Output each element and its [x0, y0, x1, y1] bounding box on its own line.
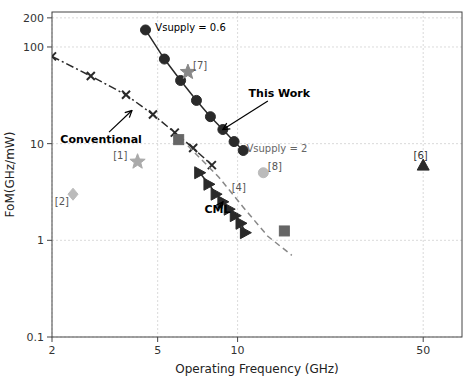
data-point	[258, 168, 268, 178]
annotation-arrow	[223, 101, 268, 130]
grid-line	[423, 12, 424, 337]
tick-mark	[423, 337, 424, 342]
tick-label: 200	[23, 12, 44, 25]
tick-mark	[47, 143, 52, 144]
tick-mark	[237, 337, 238, 342]
data-point	[204, 178, 215, 190]
series	[195, 167, 252, 239]
x-axis-label: Operating Frequency (GHz)	[175, 362, 339, 376]
data-point	[130, 154, 145, 168]
grid-line	[52, 46, 462, 47]
tick-label: 50	[416, 344, 430, 357]
background	[0, 0, 474, 381]
annotation: Conventional	[60, 133, 142, 146]
y-axis-label: FoM(GHz/mW)	[3, 132, 17, 218]
data-point	[122, 91, 130, 99]
data-point	[141, 25, 151, 35]
series	[174, 135, 184, 145]
annotation: CML	[204, 203, 230, 216]
grid-line	[52, 240, 462, 241]
plot-area	[52, 25, 429, 255]
tick-mark	[157, 337, 158, 342]
annotation: This Work	[249, 87, 311, 100]
series	[258, 168, 268, 178]
plot-frame	[52, 12, 462, 337]
tick-label: 2	[49, 344, 56, 357]
data-point	[159, 54, 169, 64]
series	[52, 52, 216, 169]
data-point	[229, 137, 239, 147]
tick-label: 10	[30, 138, 44, 151]
data-point	[149, 111, 157, 119]
annotation: [4]	[232, 182, 246, 193]
tick-label: 0.1	[27, 331, 45, 344]
annotation: [2]	[55, 196, 69, 207]
annotation: [8]	[268, 161, 282, 172]
tick-label: 10	[231, 344, 245, 357]
data-point	[279, 226, 289, 236]
grid	[52, 12, 462, 337]
series	[130, 154, 145, 168]
chart: 2 5 10 50 0.1 1 10 100 200 Operating Frequency (G…	[0, 0, 474, 381]
tick-mark	[47, 46, 52, 47]
annotation: [6]	[414, 150, 428, 161]
tick-label: 1	[37, 234, 44, 247]
tick-mark	[52, 337, 53, 342]
data-point	[68, 188, 78, 200]
data-point	[87, 72, 95, 80]
annotations: Vsupply = 0.6 Vsupply = 2 This Work Convent…	[55, 22, 428, 216]
series-line	[188, 146, 292, 256]
data-point	[240, 227, 251, 239]
data-point	[191, 95, 201, 105]
tick-mark	[47, 337, 52, 338]
annotation: Vsupply = 2	[246, 143, 307, 154]
annotation: Vsupply = 0.6	[155, 22, 225, 33]
data-point	[205, 112, 215, 122]
data-point	[174, 135, 184, 145]
annotation: [7]	[193, 60, 207, 71]
series	[188, 146, 292, 256]
grid-line	[237, 12, 238, 337]
tick-mark	[47, 240, 52, 241]
series-line	[52, 56, 212, 165]
annotation: [1]	[113, 150, 127, 161]
grid-line	[157, 12, 158, 337]
series	[141, 25, 249, 156]
tick-label: 5	[154, 344, 161, 357]
annotation-arrow	[109, 111, 132, 133]
data-point	[52, 52, 56, 60]
annotation-arrow	[217, 202, 222, 209]
grid-line	[52, 17, 462, 18]
series-line	[146, 30, 244, 151]
tick-mark	[47, 17, 52, 18]
data-point	[195, 167, 206, 179]
series	[68, 188, 78, 200]
series	[279, 226, 289, 236]
axes: 2 5 10 50 0.1 1 10 100 200	[23, 12, 462, 357]
tick-label: 100	[23, 41, 44, 54]
